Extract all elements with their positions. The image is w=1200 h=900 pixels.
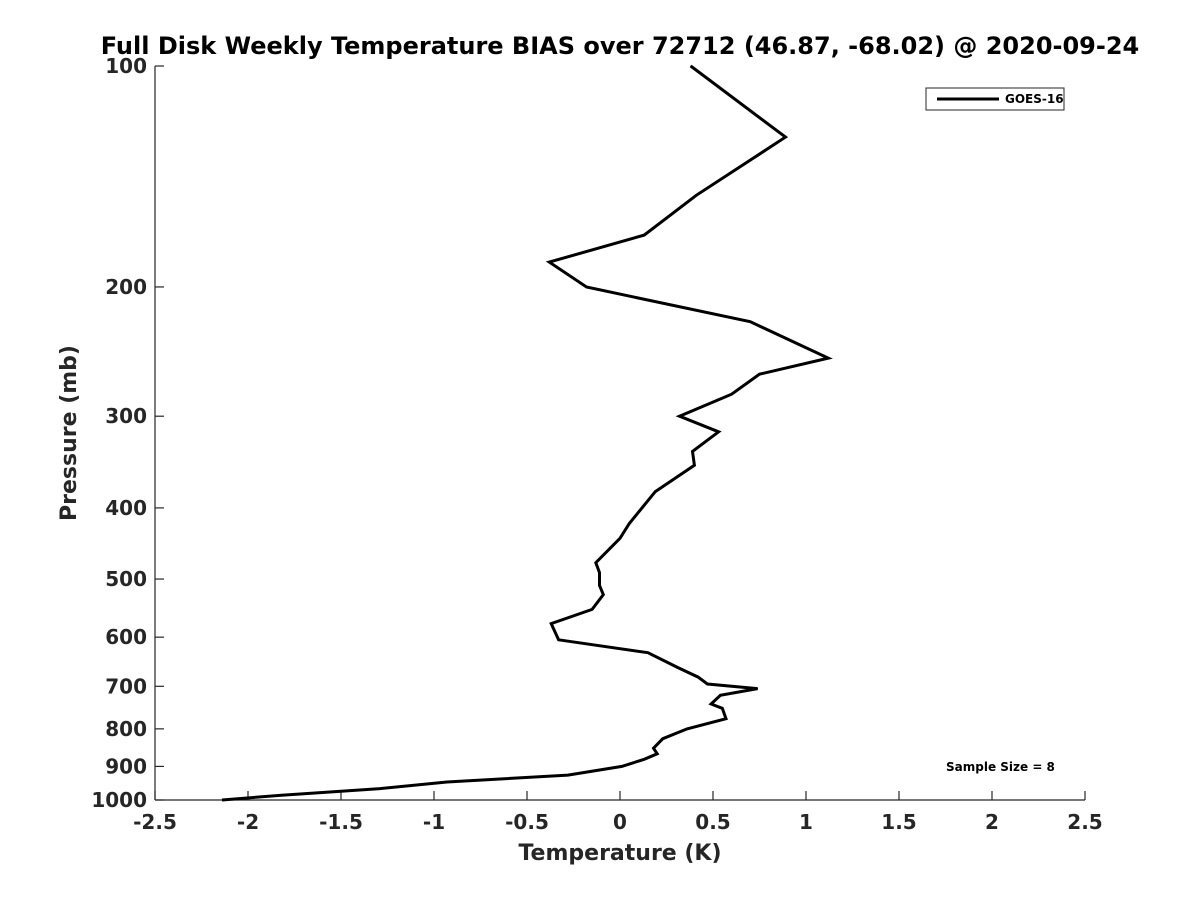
- data-point: [692, 450, 693, 452]
- y-tick-label: 900: [105, 754, 147, 778]
- y-tick-label: 200: [105, 275, 147, 299]
- data-point: [725, 718, 727, 720]
- data-point: [379, 788, 381, 790]
- data-point: [686, 728, 688, 730]
- data-point: [621, 765, 623, 767]
- data-point: [695, 194, 697, 196]
- y-tick-label: 300: [105, 404, 147, 428]
- data-point: [719, 694, 721, 696]
- x-tick-label: 2: [985, 810, 999, 834]
- data-point: [446, 781, 448, 783]
- data-point: [749, 321, 751, 323]
- data-point: [662, 738, 664, 740]
- x-tick-label: 2.5: [1067, 810, 1102, 834]
- data-point: [710, 703, 712, 705]
- data-point: [591, 608, 593, 610]
- x-tick-label: -1.5: [319, 810, 363, 834]
- data-point: [550, 623, 552, 625]
- data-point: [602, 594, 604, 596]
- data-point: [693, 464, 695, 466]
- data-point: [643, 234, 645, 236]
- data-point: [548, 261, 550, 263]
- data-point: [785, 136, 786, 138]
- series-layer: [221, 64, 833, 802]
- data-point: [679, 415, 680, 417]
- x-ticks: -2.5 -2 -1.5 -1 -0.5 0 0.5 1 1.5 2 2.5: [133, 791, 1103, 834]
- data-point: [595, 562, 597, 564]
- data-point: [599, 572, 600, 574]
- x-tick-label: -2: [237, 810, 259, 834]
- data-point: [757, 688, 759, 690]
- data-point: [647, 652, 649, 654]
- series-line-goes-16: [221, 64, 833, 802]
- legend-label: GOES-16: [1005, 92, 1064, 106]
- legend: GOES-16: [925, 87, 1065, 111]
- data-point: [221, 799, 223, 801]
- y-tick-label: 600: [105, 625, 147, 649]
- data-point: [677, 667, 679, 668]
- y-tick-label: 800: [105, 717, 147, 741]
- y-tick-label: 100: [105, 54, 147, 78]
- data-point: [653, 747, 654, 749]
- data-point: [656, 753, 658, 755]
- data-point: [690, 65, 692, 67]
- x-tick-label: 0: [613, 810, 627, 834]
- data-point: [586, 286, 587, 288]
- data-point: [643, 758, 645, 760]
- data-point: [759, 373, 760, 375]
- y-ticks: 100 200 300 400 500 600 700 800 900 1000: [91, 54, 164, 812]
- y-tick-label: 1000: [91, 788, 147, 812]
- data-point: [718, 431, 720, 433]
- y-tick-label: 400: [105, 496, 147, 520]
- sample-size-annotation: Sample Size = 8: [946, 760, 1055, 774]
- data-point: [654, 491, 656, 493]
- x-tick-label: -2.5: [133, 810, 177, 834]
- data-point: [731, 393, 733, 395]
- data-point: [628, 523, 630, 524]
- data-point: [706, 683, 708, 685]
- x-tick-label: 1.5: [881, 810, 916, 834]
- x-axis-label: Temperature (K): [518, 841, 721, 866]
- y-axis-label: Pressure (mb): [57, 345, 82, 521]
- x-tick-label: -1: [423, 810, 445, 834]
- data-point: [827, 357, 829, 359]
- x-tick-label: -0.5: [505, 810, 549, 834]
- data-point: [599, 584, 600, 586]
- data-point: [697, 676, 699, 678]
- data-point: [721, 707, 723, 709]
- y-tick-label: 500: [105, 567, 147, 591]
- data-point: [619, 537, 621, 539]
- data-point: [281, 794, 282, 796]
- data-point: [558, 639, 560, 641]
- x-tick-label: 0.5: [695, 810, 730, 834]
- data-point: [567, 774, 569, 776]
- x-tick-label: 1: [799, 810, 813, 834]
- y-tick-label: 700: [105, 674, 147, 698]
- chart-title: Full Disk Weekly Temperature BIAS over 7…: [101, 32, 1140, 60]
